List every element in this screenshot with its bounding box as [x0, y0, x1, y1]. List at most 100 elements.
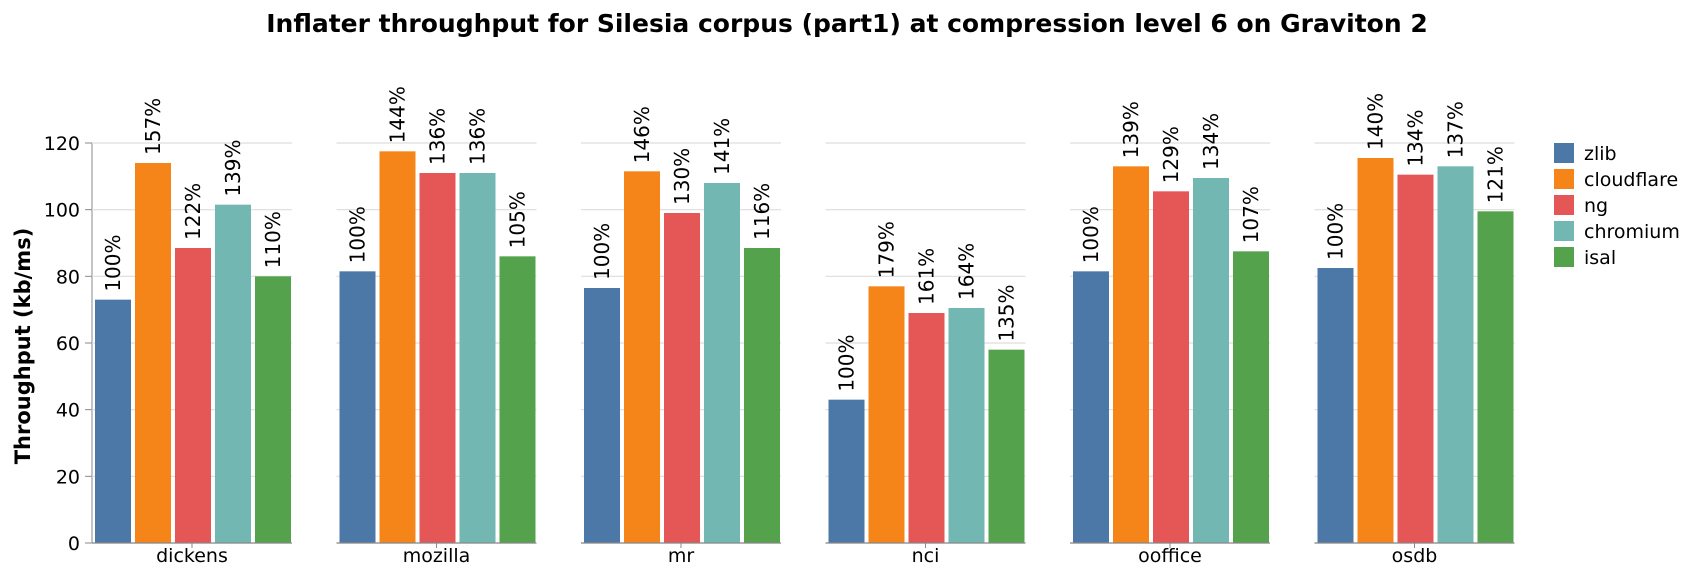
- bar-nci-zlib: [828, 399, 865, 543]
- bar-osdb-cloudflare: [1357, 158, 1394, 543]
- bar-nci-ng: [908, 313, 945, 543]
- data-label: 139%: [1119, 101, 1143, 158]
- bar-mozilla-isal: [499, 256, 536, 543]
- data-label: 157%: [141, 98, 165, 155]
- facet-dickens: 100% 157% 122% 139% 110% dickens: [92, 98, 292, 567]
- y-tick-label: 100: [44, 200, 80, 222]
- facet-ooffice: 100% 139% 129% 134% 107% ooffice: [1070, 101, 1270, 567]
- bar-mr-ng: [664, 213, 700, 543]
- facet-osdb: 100% 140% 134% 137% 121% osdb: [1314, 93, 1515, 567]
- bar-osdb-ng: [1397, 174, 1434, 543]
- data-label: 135%: [995, 284, 1019, 341]
- legend: zlib cloudflare ng chromium isal: [1554, 143, 1680, 269]
- data-label: 140%: [1364, 93, 1388, 150]
- bar-mr-chromium: [704, 183, 740, 543]
- data-label: 161%: [915, 248, 939, 305]
- bar-ooffice-chromium: [1193, 178, 1229, 543]
- data-label: 137%: [1444, 101, 1468, 158]
- y-tick-label: 80: [56, 266, 80, 288]
- legend-label: ng: [1584, 195, 1608, 217]
- bar-osdb-isal: [1477, 211, 1514, 544]
- facet-nci: 100% 179% 161% 164% 135% nci: [825, 142, 1026, 567]
- legend-label: cloudflare: [1584, 169, 1678, 191]
- bar-mozilla-chromium: [459, 173, 496, 543]
- data-label: 139%: [221, 139, 245, 196]
- y-tick-label: 40: [56, 400, 80, 422]
- bar-ooffice-isal: [1233, 251, 1269, 544]
- bar-ooffice-cloudflare: [1113, 166, 1149, 544]
- data-label: 144%: [386, 86, 410, 143]
- bar-mozilla-cloudflare: [379, 151, 416, 544]
- data-label: 129%: [1159, 126, 1183, 183]
- data-label: 100%: [1324, 203, 1348, 260]
- data-label: 146%: [630, 106, 654, 163]
- legend-item-ng: ng: [1554, 195, 1608, 217]
- data-label: 110%: [261, 211, 285, 268]
- facet-mozilla: 100% 144% 136% 136% 105% mozilla: [336, 86, 537, 567]
- x-tick-label: dickens: [156, 545, 228, 567]
- data-label: 122%: [181, 183, 205, 240]
- data-label: 136%: [426, 108, 450, 165]
- data-label: 100%: [346, 206, 370, 263]
- y-tick-label: 120: [44, 133, 80, 155]
- legend-swatch: [1554, 143, 1574, 163]
- data-label: 100%: [835, 334, 859, 391]
- x-tick-label: osdb: [1392, 545, 1438, 567]
- bar-dickens-ng: [175, 248, 211, 543]
- y-tick-label: 60: [56, 333, 80, 355]
- y-tick-label: 0: [68, 533, 80, 555]
- data-label: 179%: [875, 221, 899, 278]
- bar-dickens-zlib: [95, 299, 131, 543]
- data-label: 121%: [1484, 146, 1508, 203]
- data-label: 105%: [506, 191, 530, 248]
- bar-osdb-chromium: [1437, 166, 1474, 544]
- legend-swatch: [1554, 195, 1574, 215]
- bar-ooffice-zlib: [1073, 271, 1109, 543]
- bar-mozilla-ng: [419, 173, 456, 543]
- x-tick-label: mozilla: [403, 545, 471, 567]
- bar-ooffice-ng: [1153, 191, 1189, 544]
- chart-title: Inflater throughput for Silesia corpus (…: [266, 9, 1428, 38]
- bar-nci-cloudflare: [868, 286, 905, 543]
- legend-item-isal: isal: [1554, 247, 1616, 269]
- y-axis: 0 20 40 60 80 100 120: [44, 133, 93, 555]
- bar-mr-zlib: [584, 288, 620, 543]
- bar-mozilla-zlib: [339, 271, 376, 543]
- data-label: 141%: [710, 118, 734, 175]
- legend-label: isal: [1584, 247, 1616, 269]
- data-label: 116%: [750, 183, 774, 240]
- legend-item-cloudflare: cloudflare: [1554, 169, 1678, 191]
- bar-mr-isal: [744, 248, 780, 543]
- data-label: 107%: [1239, 186, 1263, 243]
- data-label: 164%: [955, 243, 979, 300]
- x-tick-label: ooffice: [1138, 545, 1202, 567]
- bar-nci-chromium: [948, 308, 985, 543]
- x-tick-label: nci: [912, 545, 940, 567]
- data-label: 136%: [466, 108, 490, 165]
- data-label: 100%: [590, 223, 614, 280]
- x-tick-label: mr: [668, 545, 695, 567]
- data-label: 100%: [101, 234, 125, 291]
- bar-nci-isal: [988, 349, 1025, 543]
- bar-dickens-isal: [255, 276, 291, 543]
- legend-swatch: [1554, 169, 1574, 189]
- legend-item-zlib: zlib: [1554, 143, 1617, 165]
- data-label: 134%: [1199, 113, 1223, 170]
- legend-item-chromium: chromium: [1554, 221, 1680, 243]
- legend-label: zlib: [1584, 143, 1617, 165]
- legend-swatch: [1554, 221, 1574, 241]
- legend-swatch: [1554, 247, 1574, 267]
- data-label: 130%: [670, 148, 694, 205]
- bar-osdb-zlib: [1317, 268, 1354, 543]
- y-axis-label: Throughput (kb/ms): [11, 228, 35, 465]
- data-label: 100%: [1079, 206, 1103, 263]
- data-label: 134%: [1404, 109, 1428, 166]
- bar-mr-cloudflare: [624, 171, 660, 544]
- facet-mr: 100% 146% 130% 141% 116% mr: [581, 106, 781, 567]
- legend-label: chromium: [1584, 221, 1680, 243]
- y-tick-label: 20: [56, 466, 80, 488]
- bar-dickens-cloudflare: [135, 163, 171, 543]
